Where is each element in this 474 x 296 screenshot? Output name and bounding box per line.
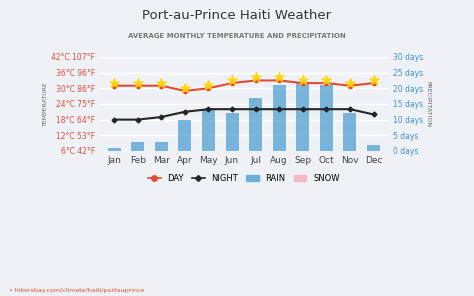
- Legend: DAY, NIGHT, RAIN, SNOW: DAY, NIGHT, RAIN, SNOW: [145, 170, 343, 186]
- Bar: [131, 141, 144, 167]
- Point: [346, 80, 354, 85]
- Bar: [249, 98, 262, 167]
- Point: [134, 80, 141, 85]
- Point: [323, 78, 330, 82]
- Bar: [226, 113, 238, 167]
- Point: [275, 75, 283, 80]
- Bar: [367, 145, 380, 167]
- Bar: [344, 113, 356, 167]
- Point: [205, 83, 212, 88]
- Point: [252, 75, 259, 80]
- Bar: [320, 85, 333, 167]
- Text: AVERAGE MONTHLY TEMPERATURE AND PRECIPITATION: AVERAGE MONTHLY TEMPERATURE AND PRECIPIT…: [128, 33, 346, 38]
- Bar: [202, 110, 215, 167]
- Bar: [178, 120, 191, 167]
- Bar: [273, 85, 286, 167]
- Point: [299, 78, 307, 82]
- Y-axis label: TEMPERATURE: TEMPERATURE: [44, 81, 48, 126]
- Bar: [296, 82, 309, 167]
- Point: [110, 80, 118, 85]
- Bar: [108, 148, 120, 167]
- Point: [370, 78, 377, 82]
- Text: Port-au-Prince Haiti Weather: Port-au-Prince Haiti Weather: [143, 9, 331, 22]
- Point: [157, 80, 165, 85]
- Text: • hikersbay.com/climate/haiti/portauprince: • hikersbay.com/climate/haiti/portauprin…: [9, 288, 145, 293]
- Y-axis label: PRECIPITATION: PRECIPITATION: [426, 81, 430, 127]
- Point: [228, 78, 236, 82]
- Point: [181, 86, 189, 90]
- Bar: [155, 141, 168, 167]
